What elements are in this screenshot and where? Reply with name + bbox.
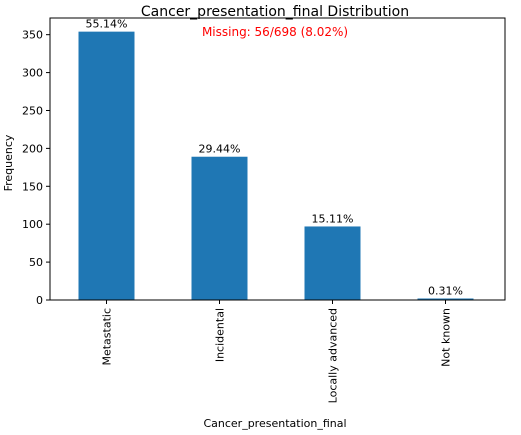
- missing-annotation: Missing: 56/698 (8.02%): [202, 25, 348, 39]
- bar-metastatic: [78, 31, 135, 300]
- y-axis: 0 50 100 150 200 250 300 350: [22, 29, 50, 307]
- y-tick-label: 350: [22, 29, 43, 42]
- x-tick-label: Incidental: [214, 308, 227, 362]
- x-tick-label: Locally advanced: [327, 308, 340, 403]
- y-tick-label: 300: [22, 67, 43, 80]
- bar-value-label: 55.14%: [86, 18, 128, 31]
- y-tick-label: 100: [22, 218, 43, 231]
- bar-incidental: [191, 156, 248, 300]
- x-tick-label: Not known: [440, 308, 453, 367]
- y-tick-label: 250: [22, 104, 43, 117]
- x-axis: Metastatic Incidental Locally advanced Not …: [101, 300, 453, 403]
- bar-value-label: 0.31%: [428, 284, 463, 297]
- y-tick-label: 150: [22, 180, 43, 193]
- plot-frame: [49, 17, 506, 301]
- bar-locally-advanced: [304, 226, 361, 300]
- bar-not-known: [417, 298, 474, 300]
- y-axis-label: Frequency: [2, 134, 15, 191]
- bars-group: [78, 31, 474, 300]
- y-tick-label: 50: [29, 256, 43, 269]
- bar-labels-group: 55.14% 29.44% 15.11% 0.31%: [86, 18, 463, 298]
- x-tick-label: Metastatic: [101, 308, 114, 366]
- y-tick-label: 0: [36, 294, 43, 307]
- bar-value-label: 15.11%: [312, 212, 354, 225]
- x-axis-label: Cancer_presentation_final: [203, 417, 346, 430]
- chart-title: Cancer_presentation_final Distribution: [141, 4, 409, 20]
- y-tick-label: 200: [22, 142, 43, 155]
- bar-value-label: 29.44%: [199, 143, 241, 156]
